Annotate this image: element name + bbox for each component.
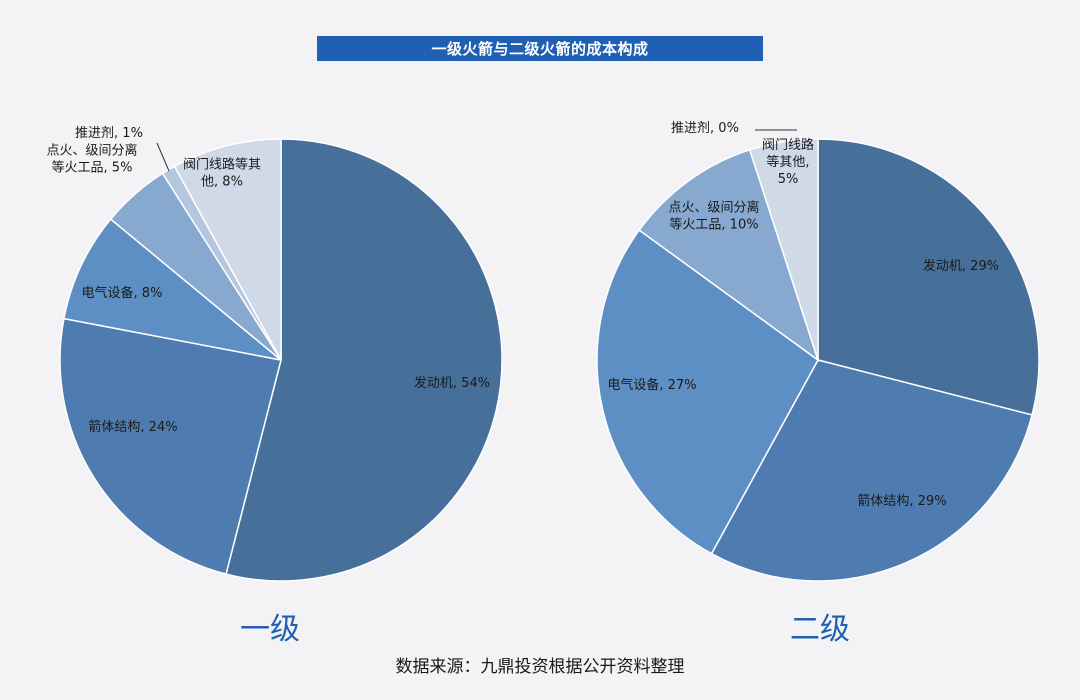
slice-label-electrical: 电气设备, 8% [82,285,163,301]
slice-label-valves-other: 阀门线路等其他, 8% [183,157,261,190]
source-note: 数据来源：九鼎投资根据公开资料整理 [395,657,685,677]
pie-slice-electrical [596,229,819,555]
slice-label-electrical: 电气设备, 27% [607,377,696,393]
slice-label-ignition: 点火、级间分离等火工品, 5% [46,143,137,176]
pie-chart-stage-1: 发动机, 54% 箭体结构, 24% 电气设备, 8% 点火、级间分离等火工品, 5%… [46,126,503,582]
chart-title: 一级火箭与二级火箭的成本构成 [317,36,763,61]
pie-slice-ignition [638,148,820,362]
pie-slice-engine [225,138,503,582]
pie-slice-valves-other [173,138,282,361]
slice-label-propellant: 推进剂, 0% [671,121,739,136]
pie-slice-electrical [63,218,282,361]
pie-slice-body-structure [710,359,1033,582]
leader-line-propellant [156,142,170,172]
pie-caption-stage-1: 一级 [240,612,300,647]
slice-label-propellant: 推进剂, 1% [75,126,143,141]
pie-slice-body-structure [59,317,282,575]
slice-label-engine: 发动机, 54% [414,375,490,391]
slice-label-engine: 发动机, 29% [923,258,999,274]
pie-slice-valves-other [748,138,819,361]
slice-label-body-structure: 箭体结构, 29% [857,493,946,509]
pie-slice-engine [817,138,1040,416]
pie-chart-stage-2: 发动机, 29% 箭体结构, 29% 电气设备, 27% 点火、级间分离等火工品, 1… [596,121,1040,582]
slice-label-body-structure: 箭体结构, 24% [88,419,177,435]
slice-label-valves-other: 阀门线路等其他, 5% [762,137,814,187]
pie-caption-stage-2: 二级 [790,612,850,647]
slice-label-ignition: 点火、级间分离等火工品, 10% [668,200,759,233]
